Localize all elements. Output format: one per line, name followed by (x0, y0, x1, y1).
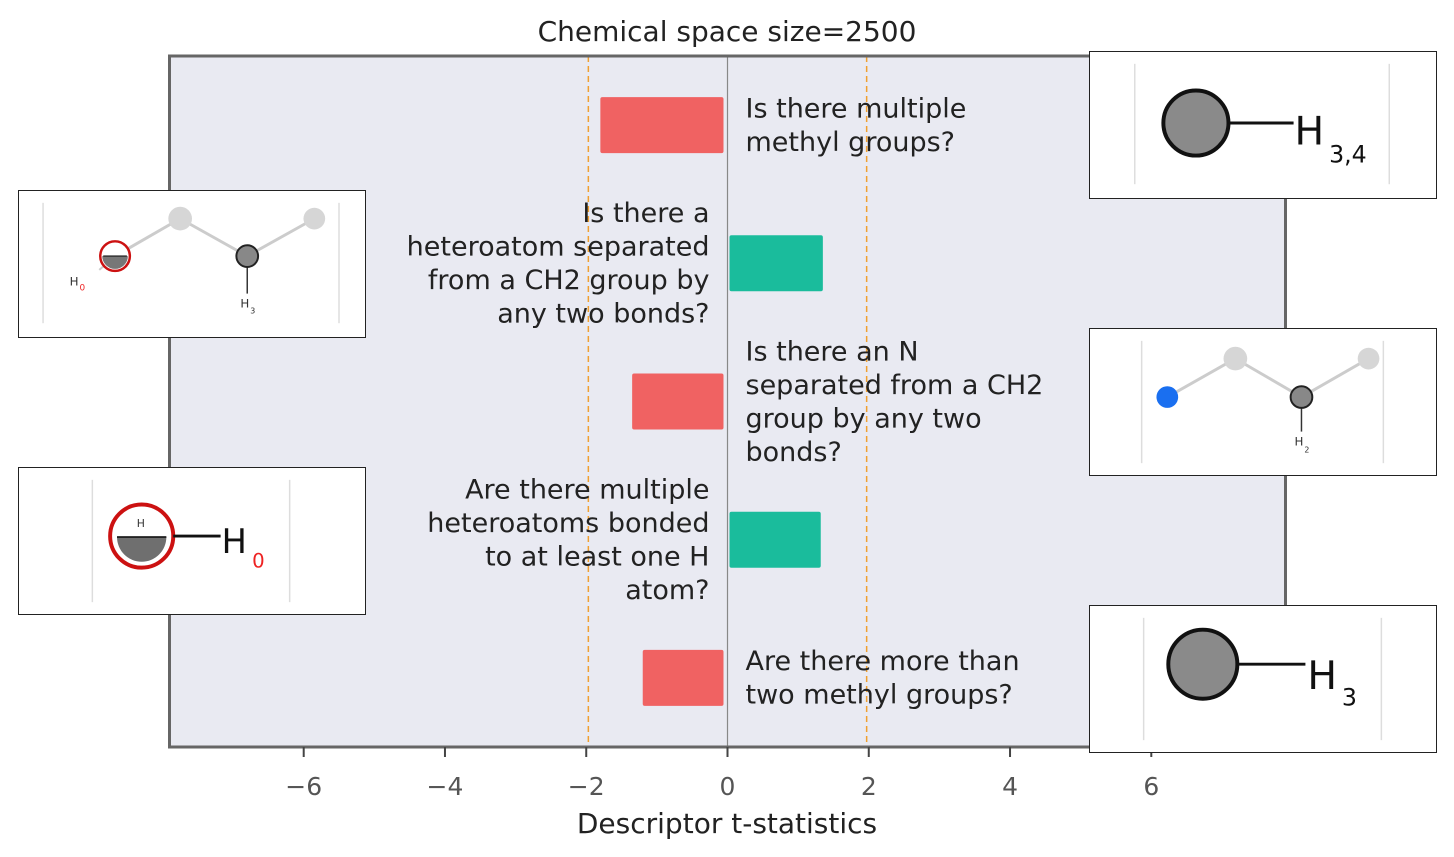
svg-text:H: H (70, 275, 79, 289)
bar (729, 511, 821, 568)
chart-title: Chemical space size=2500 (538, 15, 917, 48)
bar-label: Are there multiple heteroatoms bonded to a… (427, 474, 709, 606)
molecule-image-methyl-h3: H 3 (1089, 605, 1437, 753)
atom-icon (1223, 346, 1248, 371)
x-axis-label: Descriptor t-statistics (577, 807, 877, 840)
nitrogen-atom-icon (1156, 386, 1179, 408)
bar (600, 97, 724, 154)
svg-text:0: 0 (80, 284, 86, 294)
atom-icon (1357, 347, 1380, 370)
carbon-atom-icon (1161, 88, 1231, 158)
carbon-atom-icon (1289, 385, 1314, 409)
svg-text:H: H (222, 522, 247, 561)
svg-text:H: H (1307, 653, 1337, 699)
molecule-image-methyl-h34: H 3,4 (1089, 51, 1437, 199)
x-tick-label: 2 (861, 772, 877, 801)
x-tick-label: −6 (285, 772, 322, 801)
carbon-atom-icon (1166, 627, 1240, 701)
bar (642, 649, 724, 706)
svg-text:H: H (1295, 434, 1304, 448)
bar-label: Is there a heteroatom separated from a CH2… (407, 198, 710, 329)
atom-icon (168, 206, 192, 231)
x-tick-label: 4 (1002, 772, 1018, 801)
svg-text:3: 3 (250, 306, 255, 315)
x-tick-label: −2 (568, 772, 605, 801)
svg-text:3: 3 (1342, 684, 1357, 712)
bar (729, 235, 823, 292)
svg-text:0: 0 (252, 550, 265, 573)
bar-label: Are there more than two methyl groups? (746, 646, 1020, 711)
carbon-atom-icon (235, 244, 260, 268)
svg-text:H: H (137, 517, 145, 530)
svg-text:3,4: 3,4 (1329, 140, 1367, 168)
x-tick-label: 6 (1143, 772, 1159, 801)
svg-text:H: H (1295, 109, 1325, 155)
molecule-image-heteroatom-ch2: H 0 H 3 (18, 190, 366, 338)
svg-text:2: 2 (1304, 445, 1309, 454)
molecule-image-heteroatom-h0: H H 0 (18, 467, 366, 615)
x-tick-label: −4 (427, 772, 464, 801)
atom-icon (303, 207, 326, 230)
bar (632, 373, 724, 430)
molecule-image-nitrogen-ch2: H 2 (1089, 328, 1437, 476)
svg-text:H: H (240, 296, 249, 310)
x-tick-label: 0 (720, 772, 736, 801)
bar-label: Is there multiple methyl groups? (746, 93, 967, 158)
